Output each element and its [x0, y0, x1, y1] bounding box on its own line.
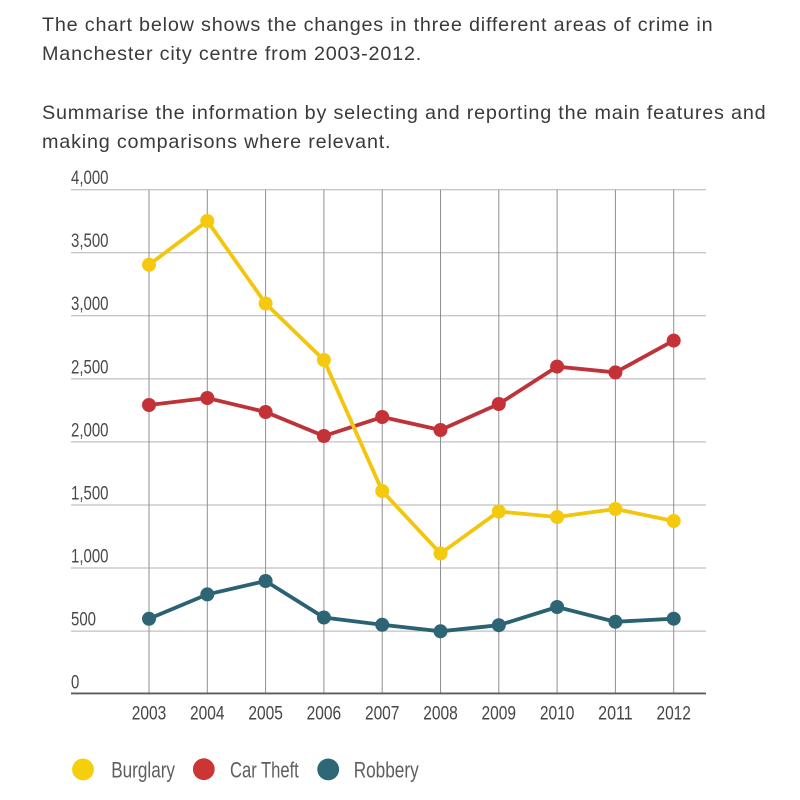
svg-text:4,000: 4,000: [71, 168, 109, 189]
svg-text:2009: 2009: [482, 703, 517, 725]
svg-text:2011: 2011: [598, 703, 633, 725]
svg-text:2007: 2007: [365, 703, 400, 725]
svg-text:2006: 2006: [307, 703, 342, 725]
svg-text:3,500: 3,500: [71, 231, 109, 252]
svg-text:2012: 2012: [656, 703, 691, 725]
svg-text:0: 0: [71, 673, 79, 694]
svg-text:2004: 2004: [190, 703, 225, 725]
svg-text:1,500: 1,500: [71, 483, 109, 504]
svg-text:Car Theft: Car Theft: [230, 757, 299, 782]
svg-text:2008: 2008: [423, 703, 458, 725]
svg-text:3,000: 3,000: [71, 294, 109, 315]
svg-text:2003: 2003: [132, 703, 167, 725]
svg-text:2005: 2005: [248, 703, 283, 725]
svg-text:500: 500: [71, 610, 96, 631]
svg-text:2,500: 2,500: [71, 357, 109, 378]
svg-text:Burglary: Burglary: [111, 757, 175, 782]
svg-text:2,000: 2,000: [71, 420, 109, 441]
svg-text:2010: 2010: [540, 703, 575, 725]
svg-text:1,000: 1,000: [71, 546, 109, 567]
svg-text:Robbery: Robbery: [354, 757, 419, 782]
